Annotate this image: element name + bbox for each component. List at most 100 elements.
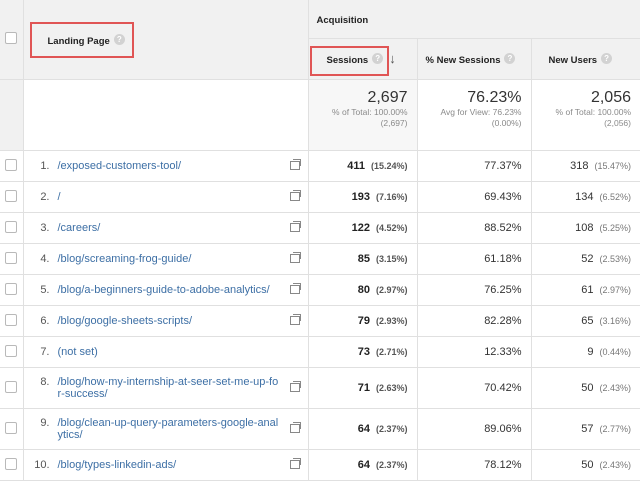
landing-page-cell: 2. / (23, 181, 309, 213)
sessions-percent: (2.37%) (375, 460, 408, 470)
row-checkbox[interactable] (5, 251, 18, 264)
row-checkbox[interactable] (5, 189, 18, 202)
row-number: 1. (40, 160, 50, 172)
sessions-cell: 64 (2.37%) (308, 449, 418, 481)
new-users-header[interactable]: New Users? (531, 38, 640, 80)
row-checkbox[interactable] (5, 220, 18, 233)
new-users-value: 57 (581, 423, 594, 435)
row-checkbox[interactable] (5, 282, 18, 295)
help-icon[interactable]: ? (113, 33, 125, 45)
landing-page-cell: 5. /blog/a-beginners-guide-to-adobe-analy… (23, 274, 309, 306)
totals-new-users: 2,056 % of Total: 100.00% (2,056) (531, 79, 640, 151)
open-in-new-icon[interactable] (289, 283, 301, 294)
new-sessions-cell: 61.18% (417, 243, 532, 275)
sessions-percent: (3.15%) (375, 254, 408, 264)
new-users-percent: (6.52%) (599, 192, 631, 202)
open-in-new-icon[interactable] (289, 159, 301, 170)
row-checkbox[interactable] (5, 158, 18, 171)
totals-new-users-value: 2,056 (590, 89, 631, 106)
sessions-percent: (2.37%) (375, 424, 408, 434)
table-row: 3. /careers/ 122 (4.52%) 88.52% 108 (5.25%) (0, 212, 640, 244)
landing-page-cell: 6. /blog/google-sheets-scripts/ (23, 305, 309, 337)
new-users-percent: (0.44%) (599, 347, 631, 357)
landing-page-link[interactable]: /blog/clean-up-query-parameters-google-a… (57, 417, 279, 441)
totals-sessions-sub1: % of Total: 100.00% (332, 107, 408, 117)
sessions-value: 64 (357, 423, 370, 435)
select-all-checkbox[interactable] (5, 31, 18, 44)
sessions-cell: 79 (2.93%) (308, 305, 418, 337)
landing-page-link[interactable]: /exposed-customers-tool/ (57, 160, 182, 172)
sessions-header[interactable]: Sessions? ↓ (308, 38, 418, 80)
row-checkbox-cell (0, 274, 24, 306)
sessions-cell: 411 (15.24%) (308, 150, 418, 182)
landing-page-cell: 1. /exposed-customers-tool/ (23, 150, 309, 182)
totals-label-cell (23, 79, 309, 151)
totals-row: 2,697 % of Total: 100.00% (2,697) 76.23%… (0, 79, 640, 151)
sessions-cell: 193 (7.16%) (308, 181, 418, 213)
row-checkbox-cell (0, 243, 24, 275)
landing-page-link[interactable]: /blog/types-linkedin-ads/ (57, 459, 177, 471)
new-sessions-cell: 78.12% (417, 449, 532, 481)
open-in-new-icon[interactable] (289, 314, 301, 325)
table-row: 4./blog/screaming-frog-guide/ 85 (3.15%) … (0, 243, 640, 275)
new-sessions-cell: 12.33% (417, 336, 532, 368)
row-checkbox[interactable] (5, 457, 18, 470)
new-users-percent: (2.97%) (599, 285, 631, 295)
sessions-cell: 85 (3.15%) (308, 243, 418, 275)
table-row: 8. /blog/how-my-internship-at-seer-set-me… (0, 367, 640, 409)
landing-page-cell: 8. /blog/how-my-internship-at-seer-set-me… (23, 367, 309, 409)
sessions-value: 79 (357, 315, 370, 327)
sessions-value: 411 (347, 160, 365, 172)
new-users-value: 108 (575, 222, 594, 234)
landing-page-link[interactable]: (not set) (57, 346, 98, 358)
landing-page-link[interactable]: /blog/screaming-frog-guide/ (57, 253, 192, 265)
new-users-percent: (2.43%) (599, 460, 631, 470)
landing-page-link[interactable]: /blog/a-beginners-guide-to-adobe-analyti… (57, 284, 270, 296)
open-in-new-icon[interactable] (289, 190, 301, 201)
open-in-new-icon[interactable] (289, 422, 301, 433)
landing-page-link[interactable]: /blog/how-my-internship-at-seer-set-me-u… (57, 376, 279, 400)
sessions-percent: (2.71%) (375, 347, 408, 357)
table-row: 1. /exposed-customers-tool/ 411 (15.24%) 7… (0, 150, 640, 182)
help-icon[interactable]: ? (504, 53, 516, 65)
landing-page-link[interactable]: /careers/ (57, 222, 101, 234)
help-icon[interactable]: ? (372, 53, 384, 65)
row-checkbox[interactable] (5, 421, 18, 434)
new-users-cell: 108 (5.25%) (531, 212, 640, 244)
sessions-cell: 73 (2.71%) (308, 336, 418, 368)
row-number: 3. (40, 222, 50, 234)
new-users-cell: 50 (2.43%) (531, 367, 640, 409)
new-users-cell: 57 (2.77%) (531, 408, 640, 450)
landing-page-link[interactable]: /blog/google-sheets-scripts/ (57, 315, 193, 327)
new-users-cell: 52 (2.53%) (531, 243, 640, 275)
sessions-label: Sessions (326, 55, 369, 66)
sort-descending-icon[interactable]: ↓ (389, 51, 396, 66)
new-users-value: 61 (581, 284, 594, 296)
table-row: 6. /blog/google-sheets-scripts/ 79 (2.93%)… (0, 305, 640, 337)
landing-page-header[interactable]: Landing Page? (23, 0, 309, 80)
open-in-new-icon[interactable] (289, 252, 301, 263)
sessions-percent: (7.16%) (375, 192, 408, 202)
landing-page-link[interactable]: / (57, 191, 61, 203)
help-icon[interactable]: ? (601, 53, 613, 65)
sessions-value: 85 (357, 253, 370, 265)
sessions-value: 80 (357, 284, 370, 296)
row-checkbox[interactable] (5, 313, 18, 326)
open-in-new-icon[interactable] (289, 381, 301, 392)
new-sessions-header[interactable]: % New Sessions? (417, 38, 532, 80)
table-row: 9. /blog/clean-up-query-parameters-google… (0, 408, 640, 450)
row-checkbox[interactable] (5, 344, 18, 357)
new-users-value: 52 (581, 253, 594, 265)
sessions-value: 193 (351, 191, 370, 203)
new-sessions-label: % New Sessions (425, 55, 501, 66)
row-checkbox[interactable] (5, 380, 18, 393)
landing-page-cell: 3. /careers/ (23, 212, 309, 244)
new-users-cell: 50 (2.43%) (531, 449, 640, 481)
open-in-new-icon[interactable] (289, 221, 301, 232)
new-users-percent: (15.47%) (594, 161, 631, 171)
sessions-cell: 80 (2.97%) (308, 274, 418, 306)
totals-sessions-value: 2,697 (367, 89, 408, 106)
open-in-new-icon[interactable] (289, 458, 301, 469)
totals-sessions-sub2: (2,697) (380, 118, 408, 128)
